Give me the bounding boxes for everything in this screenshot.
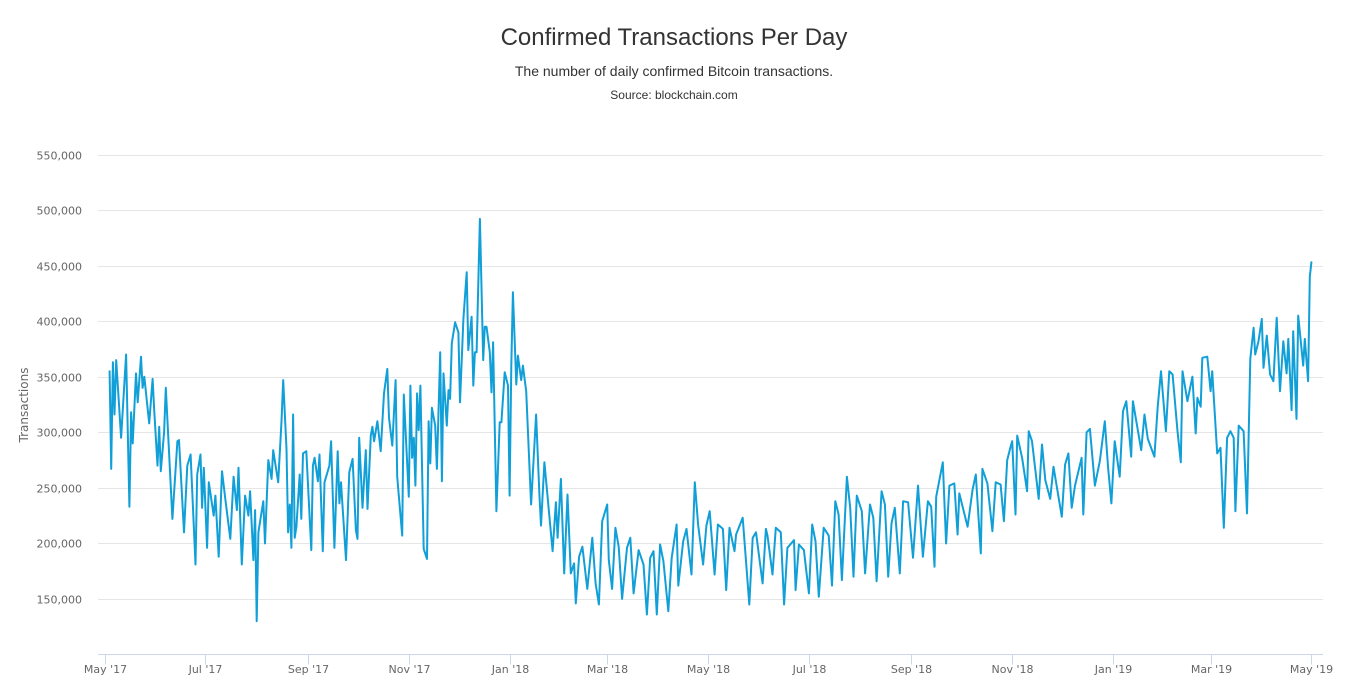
x-tick-label: Jul '18 [792,663,827,676]
series-line [108,217,1313,623]
y-tick-label: 500,000 [37,205,83,218]
y-axis-title: Transactions [17,368,31,444]
x-tick-label: May '17 [84,663,127,676]
x-axis: May '17 Jul '17 Sep '17 Nov '17 Jan '18 Mar '… [84,654,1333,676]
chart-title: Confirmed Transactions Per Day [500,24,848,51]
y-tick-label: 150,000 [37,594,83,607]
chart-source: Source: blockchain.com [610,88,738,102]
y-tick-label: 400,000 [37,316,83,329]
x-tick-label: Jan '18 [491,663,529,676]
x-tick-label: Mar '19 [1191,663,1232,676]
x-tick-label: Sep '18 [891,663,932,676]
chart-subtitle: The number of daily confirmed Bitcoin tr… [514,63,834,79]
y-axis-labels: 150,000 200,000 250,000 300,000 350,000 400,0… [37,150,83,607]
y-tick-label: 200,000 [37,538,83,551]
y-tick-label: 250,000 [37,483,83,496]
x-tick-label: May '18 [687,663,730,676]
y-tick-label: 350,000 [37,372,83,385]
x-tick-label: Sep '17 [288,663,329,676]
x-tick-label: Nov '18 [992,663,1034,676]
x-tick-label: May '19 [1290,663,1333,676]
x-tick-label: Mar '18 [587,663,628,676]
x-tick-label: Nov '17 [389,663,431,676]
y-tick-label: 550,000 [37,150,83,163]
y-tick-label: 450,000 [37,261,83,274]
x-tick-label: Jul '17 [188,663,223,676]
y-tick-label: 300,000 [37,427,83,440]
series-group [108,217,1313,623]
x-tick-label: Jan '19 [1094,663,1132,676]
